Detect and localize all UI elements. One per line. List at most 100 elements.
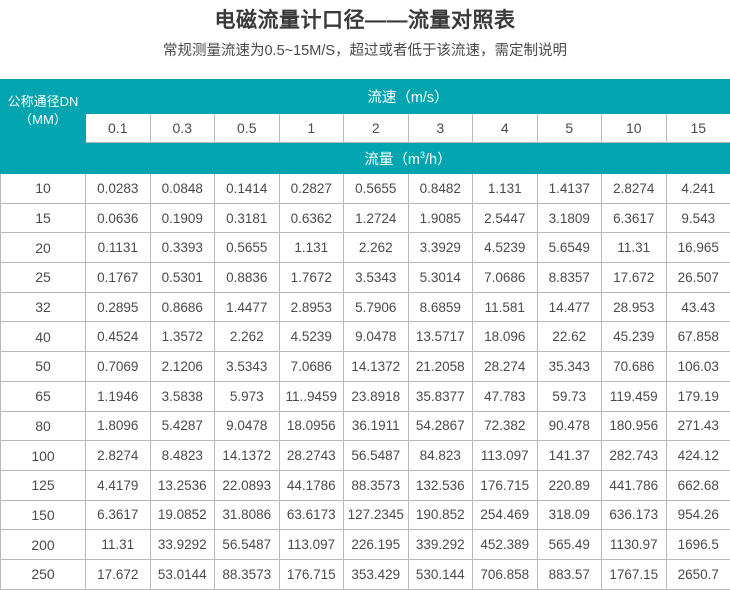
flowrate-cell: 3.3929 xyxy=(408,233,473,263)
flowrate-cell: 8.8357 xyxy=(537,263,602,293)
flowrate-cell: 1696.5 xyxy=(666,530,730,560)
flowrate-cell: 63.6173 xyxy=(279,500,344,530)
flowrate-cell: 56.5487 xyxy=(344,441,409,471)
flowrate-cell: 70.686 xyxy=(602,352,667,382)
dn-cell: 32 xyxy=(1,292,86,322)
flowrate-cell: 22.0893 xyxy=(215,470,280,500)
flowrate-cell: 35.8377 xyxy=(408,381,473,411)
flowrate-cell: 176.715 xyxy=(279,559,344,589)
flowrate-header-spacer xyxy=(1,143,86,174)
dn-cell: 250 xyxy=(1,559,86,589)
flowrate-cell: 2650.7 xyxy=(666,559,730,589)
flowrate-cell: 0.0283 xyxy=(86,174,151,204)
flowrate-cell: 28.2743 xyxy=(279,441,344,471)
flowrate-cell: 2.8274 xyxy=(602,174,667,204)
flowrate-cell: 190.852 xyxy=(408,500,473,530)
flowrate-cell: 3.1809 xyxy=(537,203,602,233)
flowrate-cell: 72.382 xyxy=(473,411,538,441)
flowrate-cell: 282.743 xyxy=(602,441,667,471)
flowrate-cell: 1.8096 xyxy=(86,411,151,441)
dn-cell: 150 xyxy=(1,500,86,530)
flowrate-cell: 13.2536 xyxy=(150,470,215,500)
flowrate-cell: 113.097 xyxy=(279,530,344,560)
dn-header-line1: 公称通径DN xyxy=(1,93,85,111)
flowrate-cell: 0.1909 xyxy=(150,203,215,233)
flowrate-cell: 0.0848 xyxy=(150,174,215,204)
flowrate-cell: 706.858 xyxy=(473,559,538,589)
flowrate-cell: 1.4137 xyxy=(537,174,602,204)
dn-cell: 20 xyxy=(1,233,86,263)
flowrate-cell: 17.672 xyxy=(86,559,151,589)
flow-comparison-table: 公称通径DN （MM） 流速（m/s） 0.1 0.3 0.5 1 2 3 4 … xyxy=(0,79,730,590)
dn-cell: 10 xyxy=(1,174,86,204)
flowrate-cell: 59.73 xyxy=(537,381,602,411)
flowrate-cell: 636.173 xyxy=(602,500,667,530)
flowrate-cell: 4.4179 xyxy=(86,470,151,500)
flowrate-cell: 180.956 xyxy=(602,411,667,441)
flowrate-cell: 1.4477 xyxy=(215,292,280,322)
flowrate-cell: 954.26 xyxy=(666,500,730,530)
flowrate-cell: 1.9085 xyxy=(408,203,473,233)
flowrate-cell: 19.0852 xyxy=(150,500,215,530)
flowrate-cell: 14.1372 xyxy=(344,352,409,382)
velocity-col-8: 10 xyxy=(602,114,667,143)
flowrate-header-suffix: /h） xyxy=(425,152,452,168)
flowrate-cell: 47.783 xyxy=(473,381,538,411)
flowrate-cell: 1130.97 xyxy=(602,530,667,560)
flowrate-cell: 127.2345 xyxy=(344,500,409,530)
flowrate-cell: 1.7672 xyxy=(279,263,344,293)
flowrate-cell: 2.8953 xyxy=(279,292,344,322)
flowrate-cell: 2.262 xyxy=(344,233,409,263)
dn-header-line2: （MM） xyxy=(1,111,85,129)
flowrate-cell: 14.477 xyxy=(537,292,602,322)
header-row-velocity-title: 公称通径DN （MM） 流速（m/s） xyxy=(1,80,730,114)
flowrate-cell: 0.5655 xyxy=(215,233,280,263)
flowrate-cell: 0.3393 xyxy=(150,233,215,263)
flowrate-cell: 21.2058 xyxy=(408,352,473,382)
flowrate-cell: 28.274 xyxy=(473,352,538,382)
flowrate-cell: 8.4823 xyxy=(150,441,215,471)
flowrate-cell: 53.0144 xyxy=(150,559,215,589)
flowrate-cell: 84.823 xyxy=(408,441,473,471)
flowrate-cell: 4.5239 xyxy=(279,322,344,352)
flowrate-cell: 3.5838 xyxy=(150,381,215,411)
flowrate-cell: 0.0636 xyxy=(86,203,151,233)
flowrate-cell: 14.1372 xyxy=(215,441,280,471)
flowrate-cell: 11.581 xyxy=(473,292,538,322)
flowrate-cell: 6.3617 xyxy=(602,203,667,233)
flowrate-cell: 132.536 xyxy=(408,470,473,500)
flowrate-cell: 88.3573 xyxy=(215,559,280,589)
flowrate-cell: 2.8274 xyxy=(86,441,151,471)
flowrate-cell: 5.3014 xyxy=(408,263,473,293)
flowrate-cell: 16.965 xyxy=(666,233,730,263)
flowrate-cell: 452.389 xyxy=(473,530,538,560)
flowrate-cell: 0.2827 xyxy=(279,174,344,204)
flowrate-cell: 0.8836 xyxy=(215,263,280,293)
flowrate-cell: 0.5655 xyxy=(344,174,409,204)
flowrate-cell: 254.469 xyxy=(473,500,538,530)
flowrate-cell: 11..9459 xyxy=(279,381,344,411)
flowrate-cell: 662.68 xyxy=(666,470,730,500)
flowrate-cell: 883.57 xyxy=(537,559,602,589)
flowrate-cell: 353.429 xyxy=(344,559,409,589)
flowrate-header-prefix: 流量（m xyxy=(364,152,420,168)
flowrate-cell: 18.096 xyxy=(473,322,538,352)
flowrate-cell: 88.3573 xyxy=(344,470,409,500)
flowrate-cell: 0.7069 xyxy=(86,352,151,382)
flowrate-cell: 5.4287 xyxy=(150,411,215,441)
velocity-col-7: 5 xyxy=(537,114,602,143)
flowrate-cell: 179.19 xyxy=(666,381,730,411)
flowrate-cell: 424.12 xyxy=(666,441,730,471)
flowrate-cell: 28.953 xyxy=(602,292,667,322)
table-header: 公称通径DN （MM） 流速（m/s） 0.1 0.3 0.5 1 2 3 4 … xyxy=(1,80,730,174)
flow-table-container: 公称通径DN （MM） 流速（m/s） 0.1 0.3 0.5 1 2 3 4 … xyxy=(0,79,730,590)
